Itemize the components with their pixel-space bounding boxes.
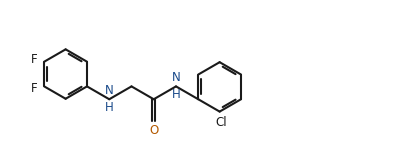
Text: F: F — [31, 82, 38, 95]
Text: H: H — [105, 101, 113, 114]
Text: H: H — [172, 88, 180, 101]
Text: O: O — [149, 124, 158, 137]
Text: F: F — [31, 53, 38, 66]
Text: N: N — [105, 84, 113, 97]
Text: N: N — [172, 71, 180, 84]
Text: Cl: Cl — [216, 116, 227, 129]
